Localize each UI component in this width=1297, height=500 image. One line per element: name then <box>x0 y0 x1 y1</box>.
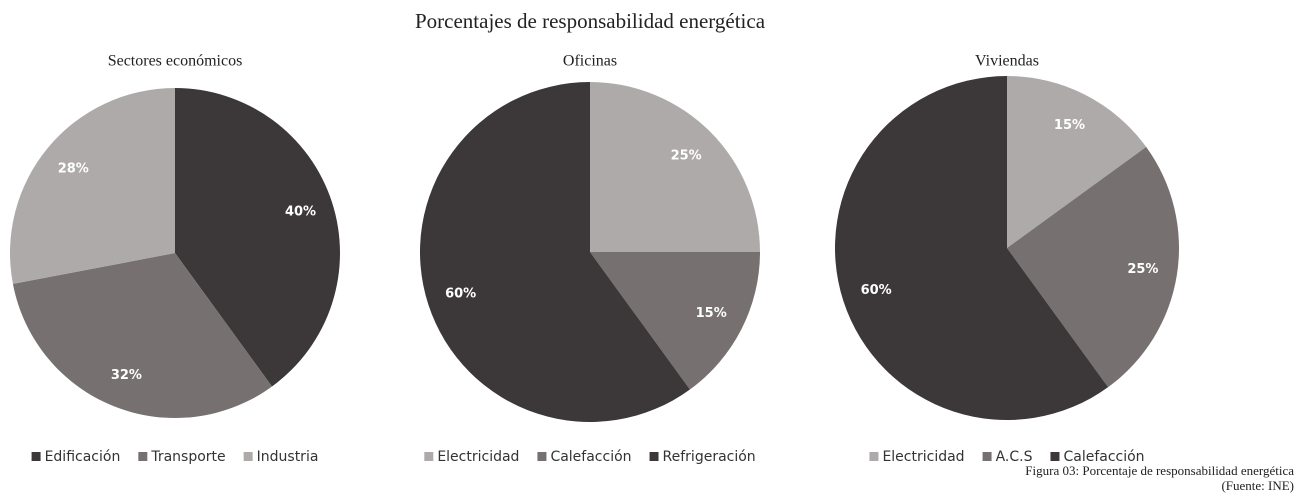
pie-slice <box>175 88 340 387</box>
pie-slice <box>590 252 760 390</box>
data-label: 60% <box>861 283 892 298</box>
pie-title: Oficinas <box>563 53 617 70</box>
legend-label: Refrigeración <box>663 449 756 465</box>
legend-swatch <box>649 452 659 461</box>
legend-label: Transporte <box>150 449 225 465</box>
data-label: 40% <box>285 205 316 220</box>
pie-title: Sectores económicos <box>108 53 243 70</box>
pie-slice <box>835 76 1109 420</box>
pie-slice <box>590 82 760 252</box>
data-label: 25% <box>671 148 702 163</box>
pie-slice <box>9 88 175 284</box>
legend-label: Calefacción <box>1063 449 1144 465</box>
pie-title: Viviendas <box>975 53 1039 70</box>
legend-label: Electricidad <box>437 449 519 465</box>
pie-slice <box>420 82 690 422</box>
pie-slice <box>12 253 272 418</box>
data-label: 60% <box>445 287 476 302</box>
legend-swatch <box>424 452 434 461</box>
legend-swatch <box>138 452 148 461</box>
legend-swatch <box>982 452 992 461</box>
legend-label: Calefacción <box>550 449 631 465</box>
data-label: 15% <box>1054 118 1085 133</box>
caption-source: (Fuente: INE) <box>1221 478 1294 493</box>
legend-swatch <box>869 452 879 461</box>
legend-swatch <box>243 452 253 461</box>
legend-swatch <box>1050 452 1060 461</box>
data-label: 28% <box>58 161 89 176</box>
pie-slice <box>1007 76 1147 248</box>
data-label: 15% <box>696 306 727 321</box>
legend-label: Industria <box>257 449 319 465</box>
legend-swatch <box>31 452 41 461</box>
legend-label: Edificación <box>45 449 121 465</box>
data-label: 32% <box>111 368 142 383</box>
pie-slice <box>1007 146 1179 388</box>
data-label: 25% <box>1127 262 1158 277</box>
figure-title: Porcentajes de responsabilidad energétic… <box>415 9 766 33</box>
legend-label: A.C.S <box>996 449 1033 465</box>
legend-label: Electricidad <box>882 449 964 465</box>
caption: Figura 03: Porcentaje de responsabilidad… <box>1025 463 1294 478</box>
legend-swatch <box>537 452 547 461</box>
